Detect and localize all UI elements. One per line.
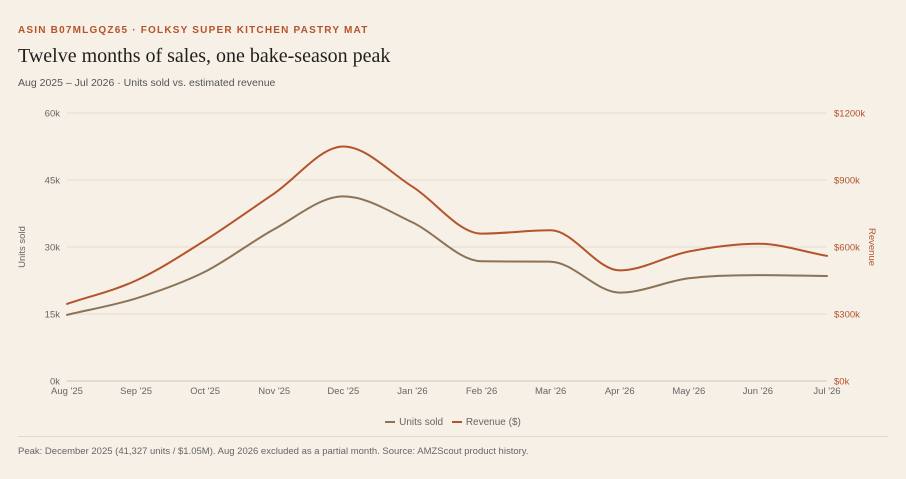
legend-swatch-units — [385, 421, 396, 423]
x-tick-label: Nov '25 — [258, 386, 290, 397]
y-tick-label-right: $900k — [834, 176, 860, 187]
x-tick-label: Jul '26 — [813, 386, 840, 397]
units-sold-line — [66, 195, 828, 316]
chart-legend: Units sold Revenue ($) — [0, 415, 906, 428]
y-tick-label-left: 0k — [50, 377, 60, 388]
y-tick-label-right: $0k — [834, 377, 850, 388]
x-tick-label: Oct '25 — [190, 386, 220, 397]
legend-label-revenue: Revenue ($) — [465, 416, 521, 428]
legend-swatch-revenue — [451, 421, 462, 423]
chart-subtitle: Aug 2025 – Jul 2026 · Units sold vs. est… — [18, 77, 276, 89]
chart-footnote: Peak: December 2025 (41,327 units / $1.0… — [18, 446, 529, 457]
y-tick-label-left: 30k — [45, 243, 61, 254]
y-tick-label-right: $600k — [834, 243, 860, 254]
x-tick-label: Sep '25 — [120, 386, 152, 397]
footer-divider — [18, 436, 888, 437]
y-tick-label-left: 15k — [45, 310, 61, 321]
chart-title: Twelve months of sales, one bake-season … — [18, 45, 391, 67]
legend-label-units: Units sold — [399, 416, 444, 428]
chart-eyebrow: ASIN B07MLGQZ65 · FOLKSY SUPER KITCHEN P… — [18, 25, 369, 36]
x-tick-label: Jan '26 — [397, 386, 427, 397]
legend-item-units: Units sold — [385, 417, 443, 428]
x-tick-label: Dec '25 — [327, 386, 359, 397]
x-tick-label: Mar '26 — [535, 386, 566, 397]
x-tick-label: Jun '26 — [743, 386, 773, 397]
legend-item-revenue: Revenue ($) — [451, 416, 521, 428]
y-axis-label-left: Units sold — [17, 226, 28, 268]
y-axis-label-right: Revenue — [866, 228, 877, 266]
x-tick-label: Aug '25 — [51, 386, 83, 397]
y-tick-label-right: $1200k — [834, 109, 865, 120]
revenue-line — [66, 145, 828, 305]
x-tick-label: Feb '26 — [466, 386, 497, 397]
y-tick-label-right: $300k — [834, 310, 860, 321]
x-tick-label: Apr '26 — [605, 386, 635, 397]
y-tick-label-left: 60k — [45, 109, 61, 120]
y-tick-label-left: 45k — [45, 176, 61, 187]
x-tick-label: May '26 — [672, 386, 705, 397]
